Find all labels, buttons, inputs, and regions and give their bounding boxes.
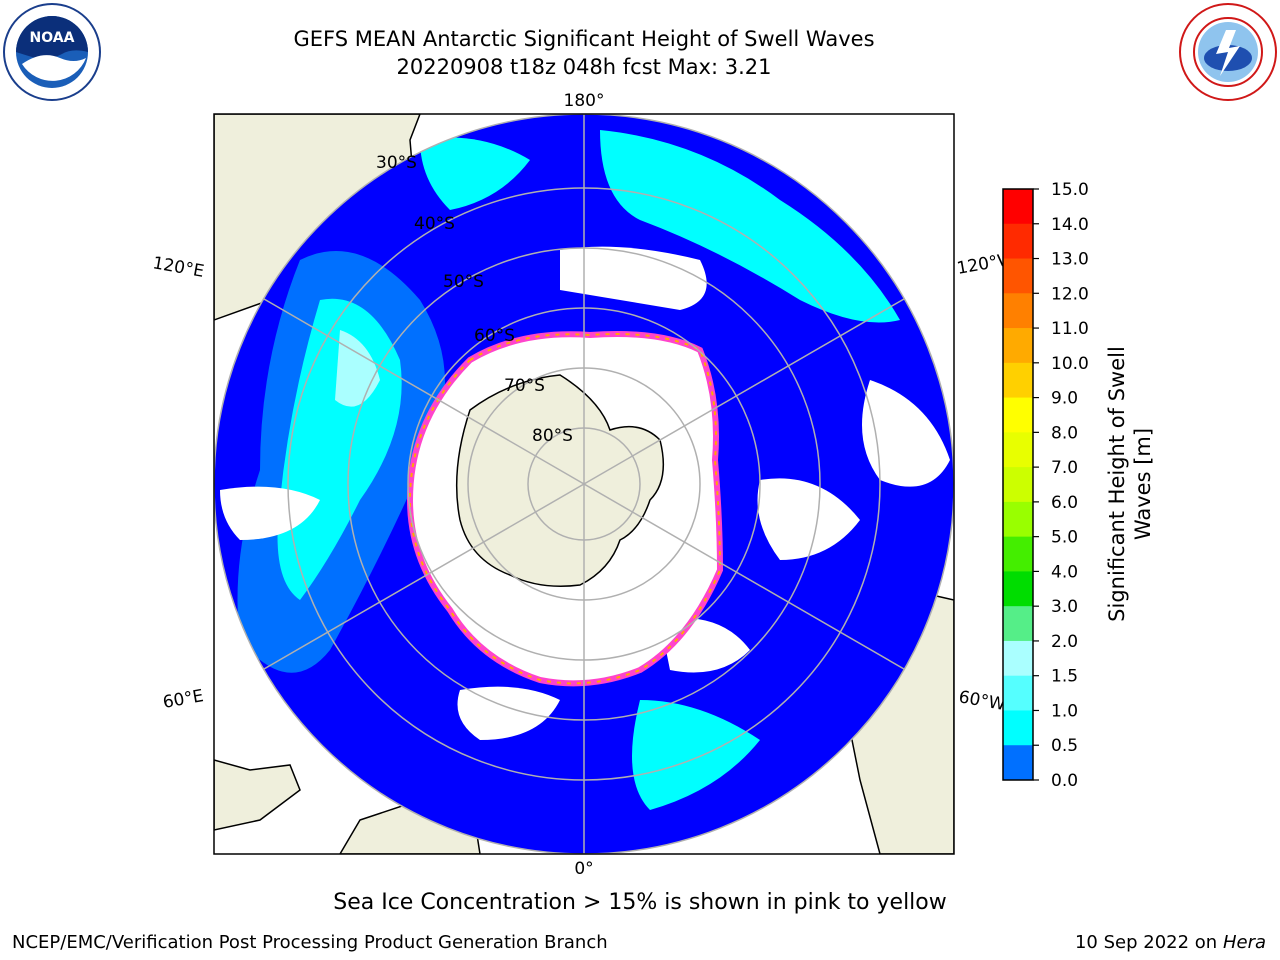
colorbar-segment bbox=[1003, 536, 1033, 572]
nws-logo-icon bbox=[1179, 3, 1277, 101]
colorbar: 15.0 14.0 13.0 12.0 11.0 10.0 9.0 8.0 7.0 6.0 5.0 4… bbox=[1002, 180, 1089, 791]
footer-host: Hera bbox=[1222, 932, 1266, 953]
colorbar-tick-label: 1.5 bbox=[1051, 667, 1078, 687]
svg-text:NOAA: NOAA bbox=[30, 30, 75, 46]
lat-label: 30°S bbox=[376, 153, 417, 173]
lat-label: 80°S bbox=[532, 426, 573, 446]
colorbar-segment bbox=[1003, 362, 1033, 399]
colorbar-segment bbox=[1003, 293, 1033, 329]
colorbar-segment bbox=[1003, 223, 1033, 260]
footer-date-text: 10 Sep 2022 on bbox=[1074, 932, 1218, 953]
colorbar-segment bbox=[1003, 432, 1033, 468]
colorbar-segment bbox=[1003, 606, 1033, 642]
colorbar-label-line2: Waves [m] bbox=[1131, 428, 1155, 540]
lon-label-left-upper: 120°E bbox=[151, 253, 205, 282]
lon-label-right-lower: 60°W bbox=[957, 687, 1007, 715]
lat-label: 60°S bbox=[474, 326, 515, 346]
lat-label: 70°S bbox=[504, 376, 545, 396]
colorbar-tick-label: 8.0 bbox=[1051, 423, 1078, 443]
footer-credit: NCEP/EMC/Verification Post Processing Pr… bbox=[12, 932, 608, 953]
chart-title: GEFS MEAN Antarctic Significant Height o… bbox=[293, 27, 875, 51]
colorbar-tick-label: 13.0 bbox=[1051, 250, 1089, 270]
colorbar-tick-label: 3.0 bbox=[1051, 597, 1078, 617]
colorbar-segment bbox=[1003, 328, 1033, 364]
colorbar-segment bbox=[1003, 258, 1033, 294]
colorbar-segment bbox=[1003, 501, 1033, 538]
colorbar-tick-label: 6.0 bbox=[1051, 493, 1078, 513]
colorbar-tick-label: 12.0 bbox=[1051, 284, 1089, 304]
lon-label-left-lower: 60°E bbox=[161, 686, 205, 713]
colorbar-segment bbox=[1003, 675, 1033, 711]
lon-label-top: 180° bbox=[564, 91, 605, 111]
colorbar-tick-label: 0.5 bbox=[1051, 736, 1078, 756]
noaa-logo-icon: NOAA bbox=[3, 3, 101, 101]
colorbar-tick-label: 10.0 bbox=[1051, 354, 1089, 374]
lon-label-bottom: 0° bbox=[574, 859, 593, 879]
colorbar-tick-label: 2.0 bbox=[1051, 632, 1078, 652]
lat-label: 40°S bbox=[414, 214, 455, 234]
colorbar-segment bbox=[1003, 397, 1033, 433]
colorbar-segment bbox=[1003, 710, 1033, 746]
chart-subtitle: 20220908 t18z 048h fcst Max: 3.21 bbox=[396, 55, 772, 79]
colorbar-tick-label: 0.0 bbox=[1051, 771, 1078, 791]
colorbar-tick-label: 9.0 bbox=[1051, 389, 1078, 409]
colorbar-tick-label: 11.0 bbox=[1051, 319, 1089, 339]
colorbar-tick-label: 5.0 bbox=[1051, 528, 1078, 548]
colorbar-tick-label: 15.0 bbox=[1051, 180, 1089, 200]
sea-ice-caption: Sea Ice Concentration > 15% is shown in … bbox=[0, 890, 1280, 915]
colorbar-tick-label: 4.0 bbox=[1051, 562, 1078, 582]
caption-text: Sea Ice Concentration > 15% is shown in … bbox=[333, 890, 947, 915]
colorbar-tick-label: 14.0 bbox=[1051, 215, 1089, 235]
colorbar-segment bbox=[1003, 745, 1033, 781]
lat-label: 50°S bbox=[443, 272, 484, 292]
footer-date: 10 Sep 2022 on Hera bbox=[1075, 932, 1266, 953]
colorbar-segment bbox=[1003, 467, 1033, 503]
colorbar-segment bbox=[1003, 189, 1033, 225]
colorbar-segment bbox=[1003, 640, 1033, 677]
colorbar-tick-label: 1.0 bbox=[1051, 701, 1078, 721]
colorbar-label-line1: Significant Height of Swell bbox=[1105, 346, 1129, 622]
colorbar-segment bbox=[1003, 571, 1033, 607]
colorbar-frame bbox=[1002, 188, 1034, 781]
colorbar-tick-label: 7.0 bbox=[1051, 458, 1078, 478]
